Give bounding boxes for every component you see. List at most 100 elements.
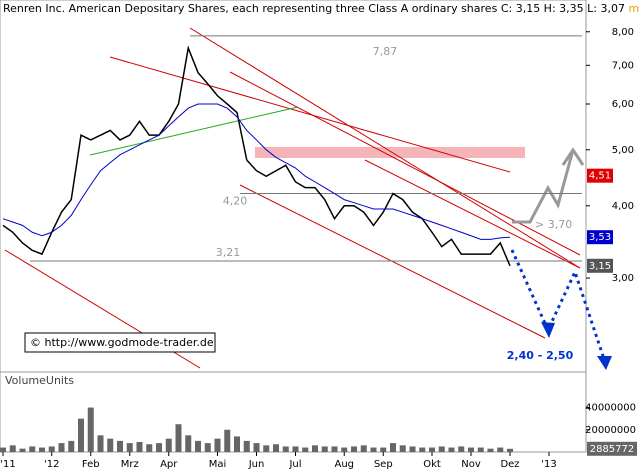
volume-bar [321,446,328,452]
copyright-box [24,332,216,353]
level-label: 3,21 [216,246,241,259]
volume-bar [0,447,6,452]
volume-bar [9,445,16,452]
volume-bar [458,446,465,452]
x-tick-label: Okt [423,459,441,470]
price-tag [587,258,613,273]
ohlc: C: 3,15 H: 3,35 L: 3,07 [501,2,625,15]
volume-bar [380,447,387,452]
x-tick-label: Apr [160,459,178,470]
arrow-head [561,147,585,166]
arrow-head [597,356,612,370]
price-tag-label: 3,15 [589,261,611,272]
volume-bar [58,443,65,452]
volume-bar [29,446,36,452]
volume-bar [195,440,201,452]
chart-title: Renren Inc. American Depositary Shares, … [3,2,639,15]
x-tick-label: Aug [334,459,354,470]
volume-bar [243,440,250,452]
x-tick-label: Jun [248,459,265,470]
volume-bar [419,447,426,452]
level-label: 4,20 [223,195,248,208]
volume-tag [587,441,637,456]
volume-bar [234,436,240,452]
volume-bar [68,440,75,452]
volume-bar [399,445,406,452]
annotation: 2,40 - 2,50 [507,349,574,362]
y-tick-label: 20000000 [585,425,636,436]
resistance-zone [255,147,525,158]
y-tick-label: 6,00 [612,99,634,110]
annotation: > 3,70 [535,218,572,231]
volume-bar [448,447,455,452]
volume-bar [487,448,494,452]
volume-bar [165,438,172,452]
price-tag-label: 4,51 [589,171,611,182]
y-tick-label: 40000000 [585,403,636,414]
volume-bar [146,444,153,452]
price-tag [587,168,613,183]
volume-bar [97,435,104,452]
y-tick-label: 7,00 [612,60,634,71]
projection-down [510,249,607,363]
x-tick-label: Feb [82,459,100,470]
volume-bar [263,445,270,452]
volume-bar [302,447,309,452]
x-tick-label: '13 [541,459,556,470]
volume-bar [390,443,396,452]
volume-bar [87,407,94,452]
x-tick-label: Nov [461,459,481,470]
volume-bar [224,429,231,452]
x-tick-label: '12 [44,459,59,470]
volume-bar [175,424,182,452]
volume-title: VolumeUnits [5,374,74,387]
y-tick-label: 5,00 [612,145,634,156]
volume-bar [477,447,484,452]
support-line [89,106,299,156]
title: Renren Inc. American Depositary Shares, … [3,2,498,15]
volume-bar [78,418,84,452]
volume-bar [136,442,143,452]
x-tick-label: Dez [500,459,519,470]
volume-bar [48,446,55,452]
price-line [2,45,511,267]
volume-bar [331,446,338,452]
volume-bar [370,447,377,452]
volume-bar [214,438,221,452]
volume-tag-label: 2885772 [590,444,635,455]
y-tick-label: 8,00 [612,27,634,38]
y-tick-label: 4,00 [612,201,634,212]
tag-line: move move [628,2,639,15]
volume-bar [312,445,318,452]
volume-bar [156,443,162,452]
x-tick-label: '11 [0,459,15,470]
volume-bar [429,447,435,452]
volume-bar [126,443,133,452]
trendline [229,71,581,256]
volume-bar [409,446,416,452]
volume-bar [360,445,367,452]
volume-bar [292,446,299,452]
volume-bar [273,444,279,452]
volume-bar [39,447,45,452]
volume-bar [497,447,504,452]
volume-bar [438,446,445,452]
volume-bar [19,448,26,452]
x-tick-label: Sep [374,459,393,470]
y-tick-label: 3,00 [612,273,634,284]
trendline [109,56,511,173]
volume-bar [107,438,114,452]
trendline [364,159,581,269]
volume-bar [468,447,474,452]
x-tick-label: Jul [288,459,301,470]
volume-bar [117,440,123,452]
volume-bar [204,443,211,452]
price-tag [587,230,613,245]
volume-bar [185,435,192,452]
volume-bar [253,443,260,452]
volume-bar [507,448,513,452]
trendline [189,27,581,269]
price-tag-label: 3,53 [589,232,611,243]
